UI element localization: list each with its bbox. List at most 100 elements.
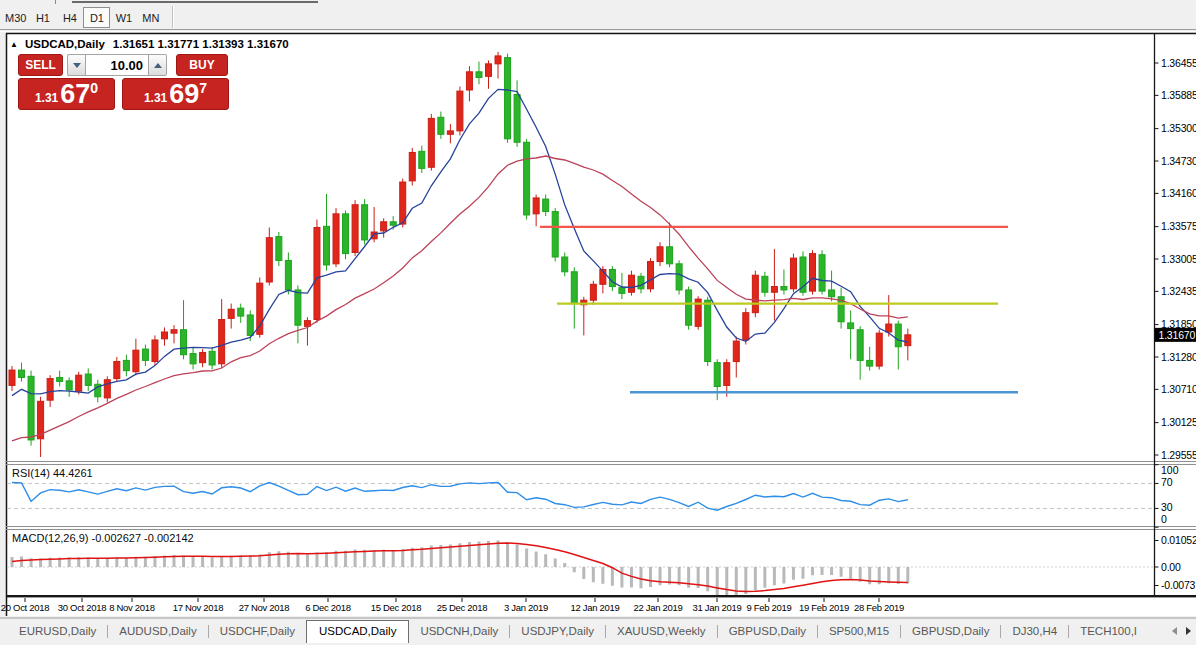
tab-scroll-right-icon[interactable] bbox=[1186, 627, 1191, 635]
volume-increase-button[interactable] bbox=[149, 54, 167, 76]
tab-dj30-h4[interactable]: DJ30,H4 bbox=[1001, 620, 1068, 642]
tab-usdcnh-daily[interactable]: USDCNH,Daily bbox=[409, 620, 509, 642]
buy-price-base: 1.31 bbox=[144, 91, 167, 105]
rsi-axis-label: 30 bbox=[1161, 501, 1173, 513]
tab-scroll-buttons bbox=[1172, 627, 1191, 635]
candle-body bbox=[114, 362, 120, 379]
candle-body bbox=[762, 276, 768, 292]
tab-sp500-m15[interactable]: SP500,M15 bbox=[818, 620, 900, 642]
sell-price-box[interactable]: 1.31 67 0 bbox=[18, 78, 115, 110]
candle-body bbox=[181, 330, 187, 355]
time-axis-label: 19 Feb 2019 bbox=[799, 602, 849, 613]
sell-price-base: 1.31 bbox=[35, 91, 58, 105]
timeframe-button-mn[interactable]: MN bbox=[137, 7, 164, 28]
candle-body bbox=[219, 320, 225, 364]
timeframe-button-h4[interactable]: H4 bbox=[56, 7, 83, 28]
buy-price-pips: 69 bbox=[169, 81, 199, 107]
candle-body bbox=[66, 381, 72, 390]
toolbar-remnant-tick bbox=[55, 0, 56, 4]
candle-body bbox=[438, 117, 444, 134]
candle-body bbox=[619, 288, 625, 294]
candle-body bbox=[876, 333, 882, 366]
candle-body bbox=[238, 308, 244, 316]
tab-audusd-daily[interactable]: AUDUSD,Daily bbox=[108, 620, 207, 642]
price-axis-label: 1.36455 bbox=[1161, 57, 1196, 69]
candle-body bbox=[400, 182, 406, 224]
candle-body bbox=[419, 151, 425, 168]
tab-gbpusd-daily[interactable]: GBPUSD,Daily bbox=[718, 620, 817, 642]
chart-ohlc-values: 1.31651 1.31771 1.31393 1.31670 bbox=[113, 38, 289, 50]
tab-usdchf-daily[interactable]: USDCHF,Daily bbox=[209, 620, 306, 642]
candle-body bbox=[57, 377, 63, 381]
tab-usdjpy-daily[interactable]: USDJPY,Daily bbox=[510, 620, 605, 642]
macd-axis-label: -0.0073 bbox=[1161, 579, 1196, 591]
candle-body bbox=[209, 351, 215, 365]
tab-xauusd-weekly[interactable]: XAUUSD,Weekly bbox=[606, 620, 717, 642]
volume-decrease-button[interactable] bbox=[67, 54, 85, 76]
buy-button[interactable]: BUY bbox=[176, 54, 228, 76]
price-axis-label: 1.29555 bbox=[1161, 449, 1196, 461]
time-axis-label: 9 Feb 2019 bbox=[746, 602, 791, 613]
sell-button[interactable]: SELL bbox=[18, 54, 63, 76]
chart-tabs: EURUSD,DailyAUDUSD,DailyUSDCHF,DailyUSDC… bbox=[0, 620, 1148, 643]
price-axis-label: 1.34160 bbox=[1161, 187, 1196, 199]
candle-body bbox=[85, 374, 91, 385]
price-axis-label: 1.33005 bbox=[1161, 253, 1196, 265]
candle-body bbox=[724, 363, 730, 386]
candle-body bbox=[514, 95, 520, 143]
sell-price-pips: 67 bbox=[60, 81, 90, 107]
price-axis-label: 1.34730 bbox=[1161, 155, 1196, 167]
candle-body bbox=[857, 330, 863, 361]
candle-body bbox=[733, 341, 739, 361]
tab-gbpusd-daily[interactable]: GBPUSD,Daily bbox=[901, 620, 1000, 642]
candle-body bbox=[486, 64, 492, 76]
price-axis-label: 1.30710 bbox=[1161, 383, 1196, 395]
candle-body bbox=[771, 287, 777, 293]
time-axis-label: 31 Jan 2019 bbox=[693, 602, 742, 613]
candle-body bbox=[171, 330, 177, 333]
price-axis-label: 1.30125 bbox=[1161, 416, 1196, 428]
candle-body bbox=[543, 199, 549, 211]
tab-eurusd-daily[interactable]: EURUSD,Daily bbox=[8, 620, 107, 642]
candle-body bbox=[466, 72, 472, 90]
time-axis-label: 12 Jan 2019 bbox=[571, 602, 620, 613]
candle-body bbox=[590, 284, 596, 300]
candle-body bbox=[228, 309, 234, 318]
candle-body bbox=[161, 332, 167, 339]
timeframe-button-h1[interactable]: H1 bbox=[29, 7, 56, 28]
timeframe-button-d1[interactable]: D1 bbox=[83, 7, 110, 28]
candle-body bbox=[295, 290, 301, 325]
candle-body bbox=[810, 254, 816, 291]
price-axis-label: 1.31280 bbox=[1161, 351, 1196, 363]
collapse-triangle-icon[interactable]: ▲ bbox=[10, 40, 18, 49]
rsi-indicator-label: RSI(14) 44.4261 bbox=[12, 467, 93, 479]
candle-body bbox=[505, 58, 511, 139]
buy-price-box[interactable]: 1.31 69 7 bbox=[122, 78, 229, 110]
toolbar-separator bbox=[172, 6, 174, 28]
candle-body bbox=[886, 324, 892, 332]
candle-body bbox=[123, 360, 129, 370]
time-axis-label: 22 Jan 2019 bbox=[634, 602, 683, 613]
tab-tech100-i[interactable]: TECH100,I bbox=[1069, 620, 1148, 642]
time-axis-label: 8 Nov 2018 bbox=[109, 602, 155, 613]
price-axis-label: 1.33575 bbox=[1161, 220, 1196, 232]
timeframe-toolbar: M30H1H4D1W1MN bbox=[2, 6, 174, 28]
candle-body bbox=[657, 247, 663, 262]
candle-body bbox=[905, 335, 911, 346]
candle-body bbox=[428, 118, 434, 167]
tab-usdcad-daily[interactable]: USDCAD,Daily bbox=[306, 620, 409, 643]
candle-body bbox=[285, 260, 291, 290]
candle-body bbox=[28, 376, 34, 440]
one-click-trading-panel: SELL BUY 1.31 67 0 1.31 69 7 bbox=[18, 54, 229, 110]
volume-input[interactable] bbox=[85, 54, 149, 76]
timeframe-button-w1[interactable]: W1 bbox=[110, 7, 137, 28]
time-axis-label: 17 Nov 2018 bbox=[173, 602, 224, 613]
candle-body bbox=[200, 352, 206, 362]
tab-scroll-left-icon[interactable] bbox=[1172, 627, 1177, 635]
macd-axis-label: 0.010525 bbox=[1161, 534, 1196, 546]
candle-body bbox=[409, 152, 415, 180]
chart-title: ▲ USDCAD,Daily 1.31651 1.31771 1.31393 1… bbox=[10, 38, 289, 50]
time-axis-label: 3 Jan 2019 bbox=[504, 602, 548, 613]
timeframe-button-m30[interactable]: M30 bbox=[2, 7, 29, 28]
candle-body bbox=[686, 290, 692, 325]
